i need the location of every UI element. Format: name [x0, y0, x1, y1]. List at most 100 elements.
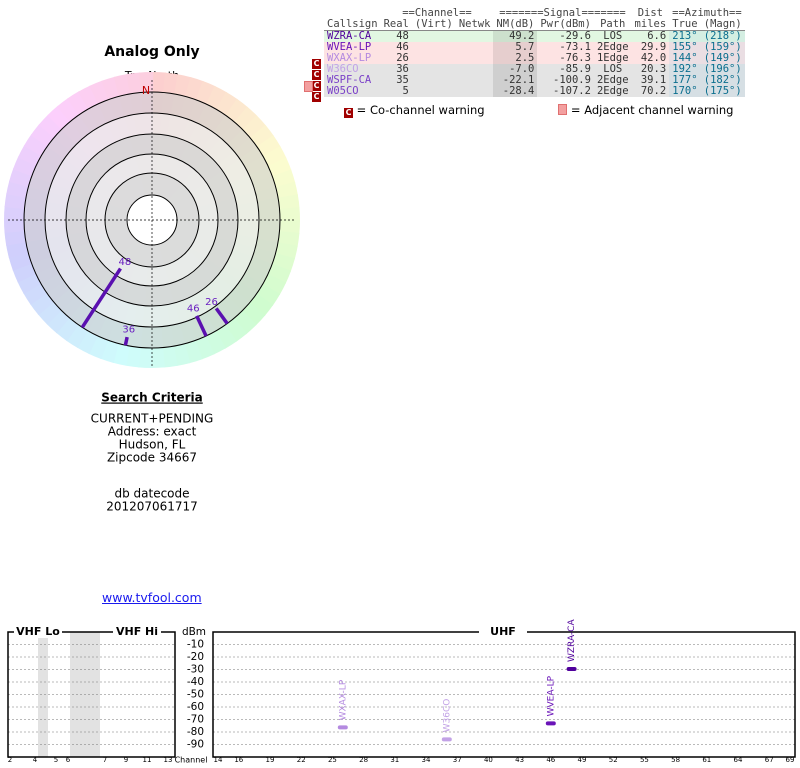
cell-dist: 6.6	[647, 30, 667, 42]
signal-label: WZRA-CA	[567, 619, 577, 662]
column-header: NM(dB)	[496, 18, 535, 30]
x-tick-label: 61	[702, 756, 711, 764]
group-header-row: ==Channel== =======Signal======= Dist ==Azi…	[324, 8, 745, 19]
cell-real: 5	[402, 85, 409, 97]
search-line: Hudson, FL	[119, 438, 186, 452]
cell-real: 48	[396, 30, 409, 42]
group-header: =======Signal=======	[499, 7, 626, 19]
x-tick-label: 14	[214, 756, 223, 764]
cell-callsign: WXAX-LP	[327, 52, 372, 64]
search-line: Address: exact	[108, 425, 197, 439]
x-tick-label: 58	[671, 756, 680, 764]
cell-pwr: -107.2	[553, 85, 591, 97]
station-row: W05CO 5 -28.4 -107.2 2Edge 70.2 170° (175°)	[324, 86, 745, 97]
x-tick-label: 43	[515, 756, 524, 764]
co-icon: C	[344, 108, 353, 118]
station-row: WSPF-CA 35 -22.1 -100.9 2Edge 39.1 177° (182°)	[324, 75, 745, 86]
cell-dist: 20.3	[640, 63, 667, 75]
column-header: Netwk	[458, 18, 491, 30]
x-tick-label: 64	[734, 756, 743, 764]
cell-netwk	[456, 86, 494, 97]
search-line: Zipcode 34667	[107, 451, 197, 465]
y-tick-label: -40	[187, 676, 204, 688]
cell-nm: 49.2	[493, 30, 538, 42]
co-legend-text: = Co-channel warning	[356, 103, 485, 117]
x-tick-label: 46	[546, 756, 555, 764]
gap-band	[38, 632, 48, 757]
x-tick-label: 37	[453, 756, 462, 764]
cell-az-true: 155°	[669, 42, 701, 53]
y-tick-label: -20	[187, 651, 204, 663]
cell-virt	[412, 53, 456, 64]
datecode: 201207061717	[106, 500, 198, 514]
column-header-row: Callsign Real (Virt) Netwk NM(dB) Pwr(dBm) Pat…	[324, 19, 745, 31]
y-tick-label: -90	[187, 739, 204, 751]
cell-az-magn: (175°)	[700, 86, 745, 97]
column-header: Pwr(dBm)	[540, 18, 591, 30]
cell-dist: 29.9	[640, 41, 667, 53]
cell-real: 35	[396, 74, 409, 86]
tvfool-link[interactable]: www.tvfool.com	[102, 590, 202, 605]
y-tick-label: -50	[187, 689, 204, 701]
cell-pwr: -76.3	[559, 52, 591, 64]
x-tick-label: 5	[54, 756, 58, 764]
station-table: ==Channel== =======Signal======= Dist ==Azi…	[324, 8, 745, 97]
y-tick-label: -60	[187, 701, 204, 713]
cell-az-magn: (196°)	[700, 64, 745, 75]
cell-pwr: -73.1	[559, 41, 591, 53]
adj-legend-text: = Adjacent channel warning	[570, 103, 734, 117]
x-tick-label: 31	[390, 756, 399, 764]
cell-callsign: WVEA-LP	[327, 41, 372, 53]
band-label-bg	[479, 626, 527, 638]
station-row: WXAX-LP 26 2.5 -76.3 1Edge 42.0 144° (149°)	[324, 53, 745, 64]
cell-path: LOS	[603, 63, 623, 75]
x-axis-title: Channel	[175, 756, 208, 765]
cell-virt	[412, 31, 456, 43]
station-row: W36CO 36 -7.0 -85.9 LOS 20.3 192° (196°)	[324, 64, 745, 75]
cell-path: 2Edge	[596, 41, 629, 53]
x-tick-label: 28	[359, 756, 368, 764]
y-tick-label: -30	[187, 664, 204, 676]
cell-az-magn: (159°)	[700, 42, 745, 53]
station-ray	[80, 267, 122, 329]
x-tick-label: 19	[266, 756, 275, 764]
radar-title: Analog Only	[104, 44, 199, 60]
signal-label: W36CO	[442, 699, 452, 733]
search-title: Search Criteria	[101, 391, 202, 405]
band-label: VHF Hi	[116, 625, 158, 638]
band-label: UHF	[490, 625, 516, 638]
cell-netwk	[456, 31, 494, 43]
y-tick-label: -70	[187, 714, 204, 726]
column-header: Path	[600, 18, 626, 30]
co-flag: C	[312, 92, 321, 102]
signal-marker	[566, 667, 577, 671]
cell-pwr: -85.9	[559, 63, 591, 75]
datecode-title: db datecode	[114, 487, 189, 501]
adj-flag	[304, 81, 313, 92]
cell-pwr: -29.6	[559, 30, 591, 42]
warning-legend: C = Co-channel warning = Adjacent channe…	[344, 103, 734, 118]
uhf-panel	[212, 631, 796, 758]
station-ray	[123, 336, 129, 346]
group-header: Dist	[637, 7, 663, 19]
cell-callsign: W05CO	[327, 85, 359, 97]
x-tick-label: 2	[8, 756, 12, 764]
cell-real: 26	[396, 52, 409, 64]
column-header: Real	[383, 18, 409, 30]
x-tick-label: 34	[422, 756, 431, 764]
cell-nm: -7.0	[493, 64, 538, 75]
x-tick-label: 40	[484, 756, 493, 764]
cell-real: 46	[396, 41, 409, 53]
cell-path: 2Edge	[596, 85, 629, 97]
column-header: Callsign	[327, 18, 378, 30]
cell-az-magn: (182°)	[700, 75, 745, 86]
ray-label: 46	[187, 304, 200, 315]
band-label-bg	[113, 626, 161, 638]
y-tick-label: -10	[187, 639, 204, 651]
cell-az-true: 170°	[669, 86, 701, 97]
group-header: ==Azimuth==	[672, 7, 742, 19]
cell-netwk	[456, 64, 494, 75]
cell-az-true: 144°	[669, 53, 701, 64]
